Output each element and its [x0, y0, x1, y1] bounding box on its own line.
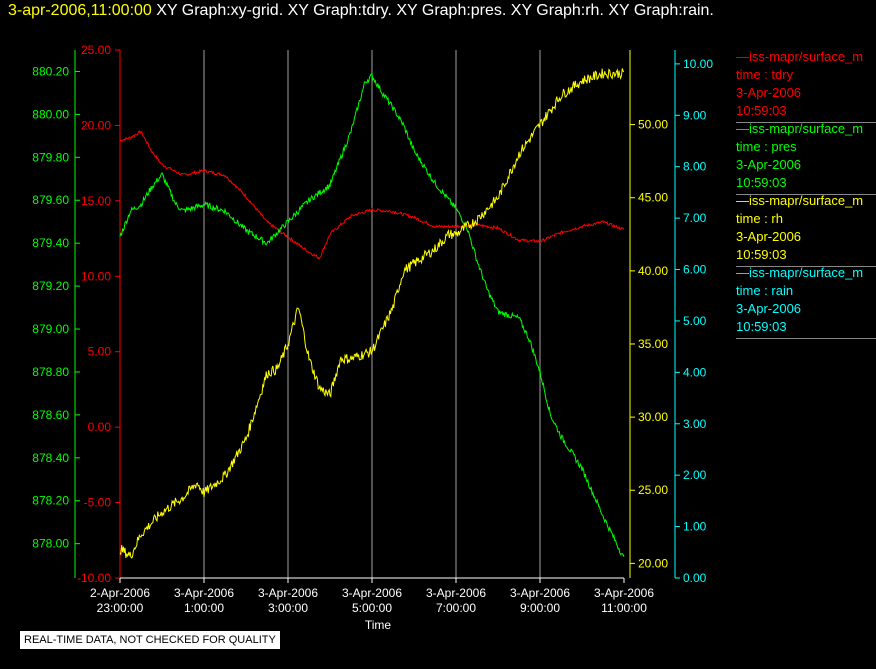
- y-tick-label: 878.40: [32, 451, 69, 465]
- y-tick-label: 878.60: [32, 408, 69, 422]
- vertical-grid: [203, 50, 541, 578]
- y-tick-label: 50.00: [638, 118, 668, 132]
- legend-entry-rain: —iss-mapr/surface_m time : rain 3-Apr-20…: [736, 264, 876, 339]
- quality-warning: REAL-TIME DATA, NOT CHECKED FOR QUALITY: [20, 631, 280, 649]
- y-tick-label: 0.00: [88, 420, 112, 434]
- x-tick-label-date: 3-Apr-2006: [258, 586, 318, 600]
- y-tick-label: 879.60: [32, 193, 69, 207]
- y-tick-label: 879.00: [32, 322, 69, 336]
- series-line-rh: [119, 68, 625, 559]
- x-tick-label-time: 9:00:00: [520, 601, 560, 615]
- legend-date: 3-Apr-2006: [736, 157, 802, 172]
- legend-entry-tdry: —iss-mapr/surface_m time : tdry 3-Apr-20…: [736, 48, 876, 123]
- y-tick-label: 0.00: [683, 571, 707, 585]
- y-tick-label: 2.00: [683, 468, 707, 482]
- y-axis-tdry: 25.00 20.00 15.00 10.00 5.00 0.00 -5.00 -10.00: [77, 43, 121, 585]
- y-tick-label: 10.00: [81, 269, 111, 283]
- y-tick-label: 4.00: [683, 365, 707, 379]
- legend-date: 3-Apr-2006: [736, 229, 802, 244]
- x-tick-label-date: 3-Apr-2006: [510, 586, 570, 600]
- x-axis-title: Time: [365, 618, 392, 632]
- y-tick-label: 15.00: [81, 194, 111, 208]
- y-tick-label: 7.00: [683, 211, 707, 225]
- y-tick-label: 879.20: [32, 279, 69, 293]
- y-tick-label: 880.00: [32, 107, 69, 121]
- x-tick-label-time: 1:00:00: [184, 601, 224, 615]
- y-tick-label: 1.00: [683, 520, 707, 534]
- legend-series-name: —iss-mapr/surface_m: [736, 193, 864, 208]
- y-tick-label: -5.00: [84, 496, 112, 510]
- y-tick-label: 879.80: [32, 150, 69, 164]
- legend-series-name: —iss-mapr/surface_m: [736, 121, 864, 136]
- legend-time: 10:59:03: [736, 247, 787, 262]
- y-tick-label: 5.00: [683, 314, 707, 328]
- x-tick-label-time: 11:00:00: [601, 601, 647, 615]
- y-tick-label: 40.00: [638, 264, 668, 278]
- x-axis: 2-Apr-200623:00:003-Apr-20061:00:003-Apr…: [90, 577, 654, 632]
- legend-date: 3-Apr-2006: [736, 301, 802, 316]
- y-tick-label: 6.00: [683, 263, 707, 277]
- y-axis-rain: 10.00 9.00 8.00 7.00 6.00 5.00 4.00 3.00 2.00 1.0…: [674, 50, 713, 585]
- y-axis-pres: 880.20 880.00 879.80 879.60 879.40 879.20 879.…: [32, 50, 80, 578]
- y-tick-label: 10.00: [683, 57, 713, 71]
- y-tick-label: 30.00: [638, 410, 668, 424]
- x-tick-label-date: 3-Apr-2006: [174, 586, 234, 600]
- header: 3-apr-2006,11:00:00 XY Graph:xy-grid. XY…: [8, 2, 714, 20]
- legend-field: time : rh: [736, 211, 783, 226]
- y-tick-label: 5.00: [88, 345, 112, 359]
- y-tick-label: 25.00: [81, 43, 111, 57]
- legend-series-name: —iss-mapr/surface_m: [736, 49, 864, 64]
- legend-entry-pres: —iss-mapr/surface_m time : pres 3-Apr-20…: [736, 120, 876, 195]
- x-tick-label-time: 7:00:00: [436, 601, 476, 615]
- y-tick-label: 878.20: [32, 494, 69, 508]
- y-tick-label: 35.00: [638, 337, 668, 351]
- x-tick-label-date: 3-Apr-2006: [426, 586, 486, 600]
- y-tick-label: -10.00: [77, 571, 111, 585]
- y-tick-label: 8.00: [683, 160, 707, 174]
- x-tick-label-date: 3-Apr-2006: [342, 586, 402, 600]
- legend-entry-rh: —iss-mapr/surface_m time : rh 3-Apr-2006…: [736, 192, 876, 267]
- legend-time: 10:59:03: [736, 175, 787, 190]
- x-tick-label-time: 23:00:00: [97, 601, 144, 615]
- series-line-pres: [119, 73, 625, 557]
- y-tick-label: 9.00: [683, 108, 707, 122]
- x-tick-label-time: 3:00:00: [268, 601, 308, 615]
- y-tick-label: 20.00: [638, 556, 668, 570]
- axes: 880.20 880.00 879.80 879.60 879.40 879.20 879.…: [32, 43, 713, 585]
- series-line-tdry: [119, 130, 625, 260]
- y-axis-rh: 50.00 45.00 40.00 35.00 30.00 25.00 20.00: [629, 50, 668, 578]
- y-tick-label: 45.00: [638, 191, 668, 205]
- x-tick-label-time: 5:00:00: [352, 601, 392, 615]
- y-tick-label: 878.00: [32, 537, 69, 551]
- legend-field: time : rain: [736, 283, 794, 298]
- legend-time: 10:59:03: [736, 319, 787, 334]
- x-tick-label-date: 3-Apr-2006: [594, 586, 654, 600]
- y-tick-label: 878.80: [32, 365, 69, 379]
- y-tick-label: 879.40: [32, 236, 69, 250]
- y-tick-label: 20.00: [81, 118, 111, 132]
- legend-field: time : pres: [736, 139, 797, 154]
- legend-series-name: —iss-mapr/surface_m: [736, 265, 864, 280]
- legend-time: 10:59:03: [736, 103, 787, 118]
- legend-date: 3-Apr-2006: [736, 85, 802, 100]
- header-graph-titles: XY Graph:xy-grid. XY Graph:tdry. XY Grap…: [156, 2, 714, 19]
- header-timestamp: 3-apr-2006,11:00:00: [8, 2, 152, 19]
- legend-field: time : tdry: [736, 67, 794, 82]
- y-tick-label: 880.20: [32, 64, 69, 78]
- x-tick-label-date: 2-Apr-2006: [90, 586, 150, 600]
- y-tick-label: 25.00: [638, 483, 668, 497]
- y-tick-label: 3.00: [683, 417, 707, 431]
